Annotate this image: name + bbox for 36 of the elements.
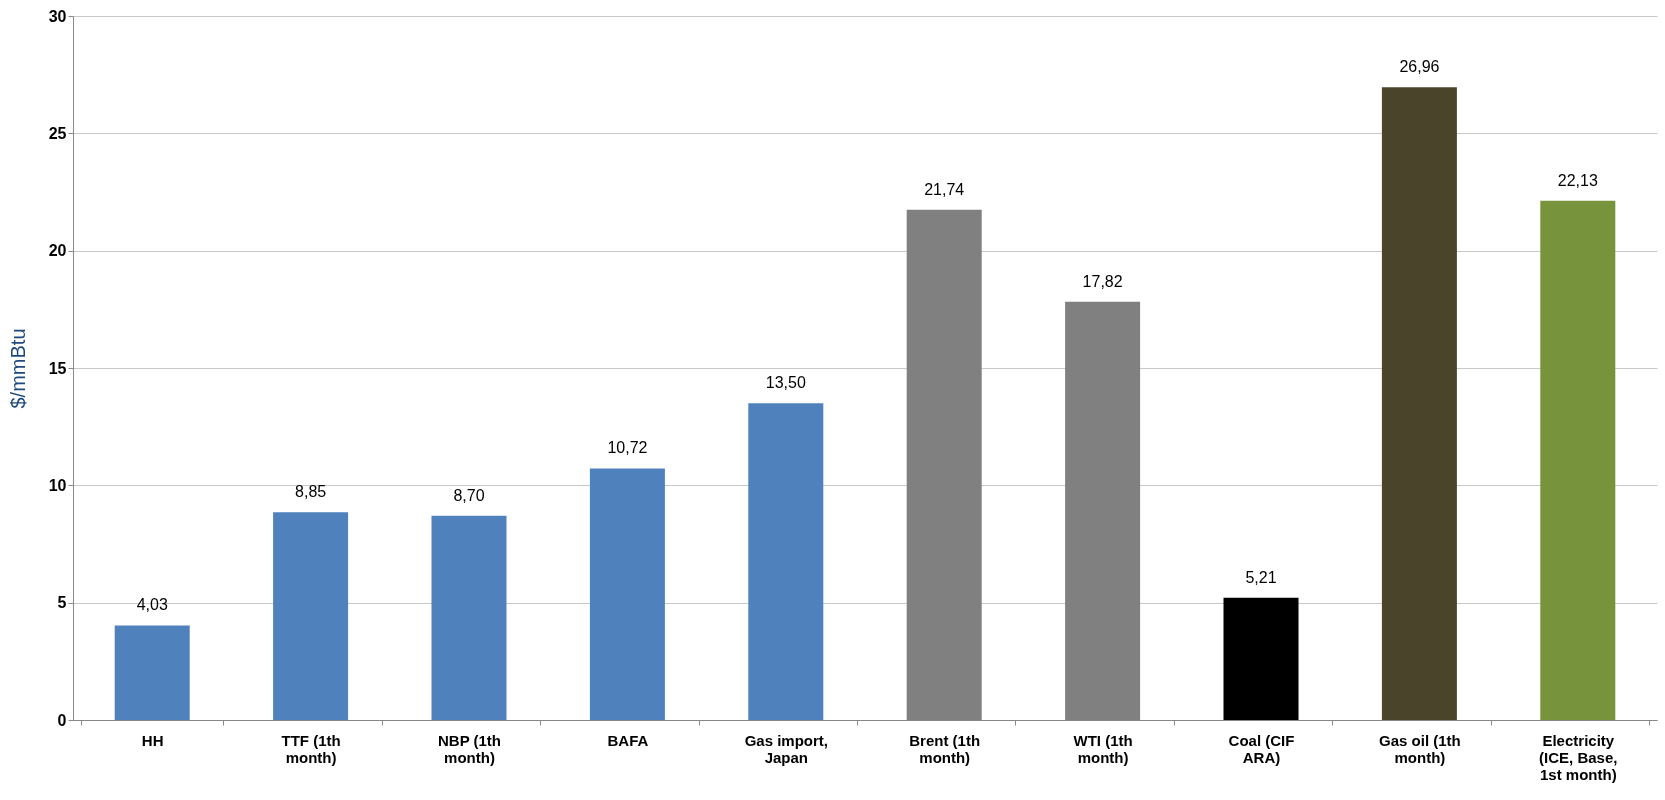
y-tick-label: 15 (48, 359, 67, 377)
data-label: 5,21 (1245, 568, 1277, 586)
bar (431, 515, 507, 720)
bar (748, 403, 824, 720)
data-label: 26,96 (1399, 58, 1440, 76)
x-tick-label: TTF (1th month) (281, 731, 341, 766)
data-label: 8,85 (295, 483, 327, 501)
y-tick-label: 5 (57, 594, 67, 612)
y-tick-label: 10 (48, 476, 67, 494)
bar (114, 625, 190, 720)
x-tick-label: NBP (1th month) (437, 731, 502, 766)
data-label: 13,50 (765, 374, 806, 392)
bar (1223, 597, 1299, 720)
x-tick-label: HH (141, 731, 164, 749)
bar (589, 468, 665, 720)
data-label: 8,70 (453, 486, 485, 504)
x-tick-label: Brent (1th month) (909, 731, 981, 766)
y-axis-title: $/mmBtu (6, 328, 29, 409)
data-label: 10,72 (607, 439, 648, 457)
y-tick-label: 30 (48, 7, 67, 25)
x-tick-label: Electricity (ICE, Base, 1st month) (1539, 731, 1618, 783)
data-label: 21,74 (924, 180, 965, 198)
x-tick-label: WTI (1th month) (1073, 731, 1133, 766)
data-label: 4,03 (136, 596, 168, 614)
data-label: 17,82 (1082, 272, 1123, 290)
bar (273, 512, 349, 720)
bar (1540, 200, 1616, 720)
y-tick-label: 20 (48, 242, 67, 260)
y-tick-label: 0 (57, 711, 67, 729)
x-tick-label: Gas oil (1th month) (1379, 731, 1461, 766)
bar (1381, 87, 1457, 720)
x-tick-label: Gas import, Japan (744, 731, 828, 766)
x-tick-label: BAFA (607, 731, 649, 749)
data-label: 22,13 (1557, 171, 1598, 189)
y-tick-label: 25 (48, 124, 67, 142)
x-tick-label: Coal (CIF ARA) (1228, 731, 1295, 766)
